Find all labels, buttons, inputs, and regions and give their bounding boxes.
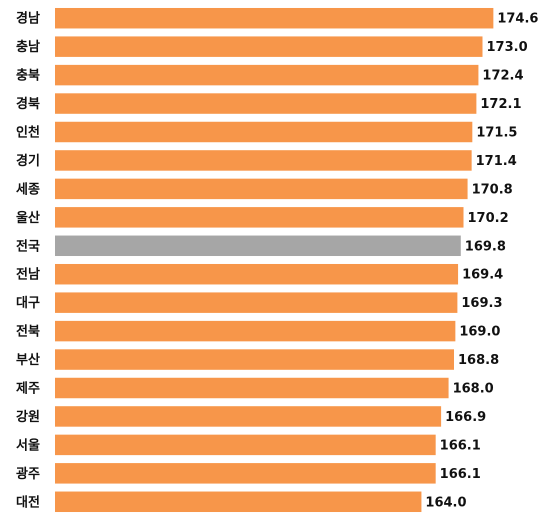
category-label: 부산	[16, 352, 40, 368]
value-label: 169.3	[461, 296, 502, 311]
category-label: 제주	[16, 382, 40, 397]
value-label: 168.0	[453, 382, 494, 397]
category-label: 울산	[16, 210, 40, 226]
category-label: 전북	[16, 324, 40, 340]
bar	[55, 406, 442, 427]
bar	[55, 320, 456, 342]
value-label: 169.8	[465, 239, 506, 254]
bar	[55, 178, 468, 200]
category-label: 인천	[16, 125, 40, 141]
category-label: 강원	[16, 409, 40, 425]
category-label: 대구	[16, 296, 40, 311]
value-label: 173.0	[487, 40, 528, 55]
value-label: 166.9	[445, 410, 486, 425]
category-label: 경남	[16, 11, 40, 27]
category-label: 충북	[16, 68, 40, 84]
category-label: 광주	[16, 467, 40, 482]
category-label: 세종	[16, 182, 40, 197]
value-label: 171.4	[476, 154, 517, 169]
bar	[55, 207, 464, 228]
category-label: 서울	[16, 437, 40, 453]
value-label: 166.1	[440, 438, 481, 453]
value-label: 168.8	[458, 353, 499, 368]
bar	[55, 235, 461, 257]
value-label: 166.1	[440, 467, 481, 482]
value-label: 164.0	[425, 495, 466, 510]
bar	[55, 150, 472, 171]
bar	[55, 434, 436, 456]
category-label: 경기	[16, 153, 40, 169]
value-label: 174.6	[497, 12, 538, 27]
value-label: 172.1	[480, 97, 521, 112]
category-label: 대전	[16, 494, 40, 510]
value-label: 169.0	[459, 325, 500, 340]
bar	[55, 292, 458, 313]
bar	[55, 93, 477, 114]
bar	[55, 349, 454, 370]
value-label: 171.5	[476, 126, 517, 141]
value-label: 169.4	[462, 268, 503, 283]
value-label: 170.2	[468, 211, 509, 226]
category-label: 충남	[16, 39, 40, 55]
bar	[55, 263, 459, 285]
category-label: 전남	[16, 267, 40, 283]
bar	[55, 7, 494, 29]
value-label: 170.8	[472, 182, 513, 197]
category-label: 전국	[16, 238, 40, 254]
bar	[55, 491, 422, 513]
bar	[55, 64, 479, 86]
bar	[55, 121, 473, 143]
value-label: 172.4	[482, 69, 523, 84]
bar	[55, 463, 436, 484]
bar	[55, 36, 483, 57]
category-label: 경북	[16, 96, 40, 112]
bar	[55, 377, 449, 399]
